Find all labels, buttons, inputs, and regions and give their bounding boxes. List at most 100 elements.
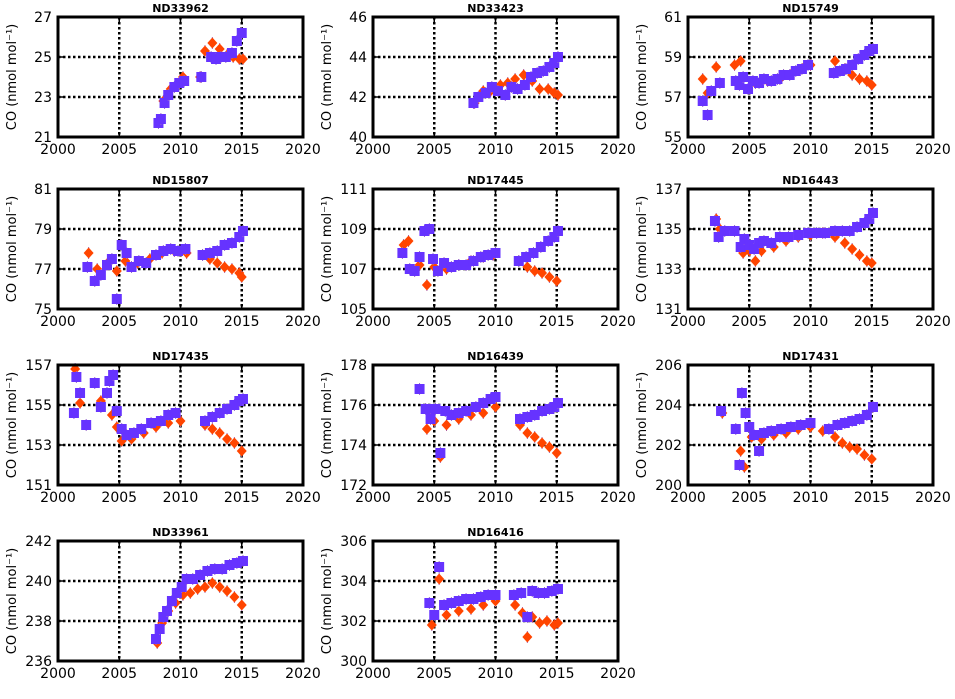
data-point-diamond (522, 631, 533, 643)
data-marks (397, 223, 563, 291)
data-point-diamond (551, 447, 562, 459)
data-point-diamond (711, 61, 722, 73)
data-point-diamond (207, 37, 218, 49)
data-point-square (522, 412, 533, 422)
x-tick-label: 2005 (416, 314, 452, 330)
x-tick-label: 2000 (670, 314, 706, 330)
y-tick-label: 42 (349, 90, 367, 106)
data-point-square (397, 248, 408, 258)
x-tick-label: 2015 (224, 142, 260, 158)
data-point-square (68, 408, 79, 418)
data-point-square (133, 256, 144, 266)
y-tick-label: 46 (349, 10, 367, 26)
data-point-diamond (534, 83, 545, 95)
data-point-square (453, 260, 464, 270)
data-point-square (526, 72, 537, 82)
data-point-square (490, 392, 501, 402)
data-point-square (128, 428, 139, 438)
y-tick-label: 135 (655, 222, 682, 238)
data-point-diamond (111, 265, 122, 277)
y-tick-label: 178 (340, 358, 367, 374)
data-point-square (453, 408, 464, 418)
data-point-diamond (222, 585, 233, 597)
data-point-square (154, 624, 165, 634)
y-axis-label: CO (nmol mol⁻¹) (5, 196, 20, 303)
data-point-square (832, 420, 843, 430)
data-point-square (734, 460, 745, 470)
data-point-square (480, 88, 491, 98)
data-point-square (75, 388, 86, 398)
data-point-square (543, 236, 554, 246)
data-point-square (429, 610, 440, 620)
data-point-square (522, 612, 533, 622)
data-point-square (434, 562, 445, 572)
data-point-square (432, 266, 443, 276)
data-point-diamond (421, 279, 432, 291)
data-point-square (440, 406, 451, 416)
x-tick-label: 2020 (600, 666, 636, 682)
data-point-square (492, 86, 503, 96)
y-axis-label: CO (nmol mol⁻¹) (320, 196, 335, 303)
data-point-square (446, 262, 457, 272)
panel-nd33962: ND33962 2000 2005 2010 2015 2020 21 23 25 27 CO (n… (5, 2, 321, 158)
data-point-square (549, 58, 560, 68)
data-point-diamond (552, 617, 563, 629)
panel-title: ND33962 (152, 2, 209, 15)
data-marks (68, 363, 248, 457)
y-tick-label: 300 (340, 654, 367, 670)
y-tick-label: 55 (664, 130, 682, 146)
data-point-square (506, 82, 517, 92)
panel-title: ND33423 (467, 2, 524, 15)
data-point-square (697, 96, 708, 106)
data-point-diamond (866, 453, 877, 465)
data-point-square (538, 66, 549, 76)
x-tick-label: 2020 (600, 490, 636, 506)
data-point-square (428, 254, 439, 264)
data-point-square (187, 574, 198, 584)
y-tick-label: 77 (34, 262, 52, 278)
data-point-diamond (214, 43, 225, 55)
data-point-square (430, 404, 441, 414)
data-point-square (220, 52, 231, 62)
y-tick-label: 306 (340, 534, 367, 550)
x-tick-label: 2020 (915, 142, 951, 158)
data-point-square (231, 36, 242, 46)
x-tick-label: 2000 (40, 490, 76, 506)
x-tick-label: 2015 (539, 142, 575, 158)
data-point-diamond (207, 577, 218, 589)
data-point-square (713, 232, 724, 242)
data-point-diamond (441, 609, 452, 621)
data-point-square (81, 420, 92, 430)
data-point-square (82, 262, 93, 272)
y-tick-label: 304 (340, 574, 367, 590)
panel-title: ND17435 (152, 350, 209, 363)
data-point-square (439, 600, 450, 610)
data-point-diamond (697, 73, 708, 85)
y-axis-label: CO (nmol mol⁻¹) (635, 372, 650, 479)
data-point-diamond (237, 53, 248, 65)
data-point-square (111, 294, 122, 304)
data-point-square (214, 408, 225, 418)
data-point-square (490, 590, 501, 600)
data-point-square (758, 236, 769, 246)
data-point-square (414, 252, 425, 262)
data-point-square (461, 594, 472, 604)
data-point-diamond (453, 605, 464, 617)
data-point-square (475, 252, 486, 262)
x-tick-label: 2015 (224, 490, 260, 506)
data-point-square (475, 592, 486, 602)
x-tick-label: 2010 (793, 142, 829, 158)
data-point-square (237, 556, 248, 566)
data-point-square (736, 388, 747, 398)
y-tick-label: 111 (340, 182, 367, 198)
data-point-square (204, 248, 215, 258)
data-point-diamond (185, 587, 196, 599)
x-tick-label: 2015 (539, 314, 575, 330)
data-point-square (111, 406, 122, 416)
data-point-diamond (434, 573, 445, 585)
y-axis-label: CO (nmol mol⁻¹) (320, 548, 335, 655)
data-point-square (212, 246, 223, 256)
data-point-diamond (735, 55, 746, 67)
panel-nd16443: ND16443 2000 2005 2010 2015 2020 131 133 135 137 C… (635, 174, 951, 330)
x-tick-label: 2010 (793, 314, 829, 330)
